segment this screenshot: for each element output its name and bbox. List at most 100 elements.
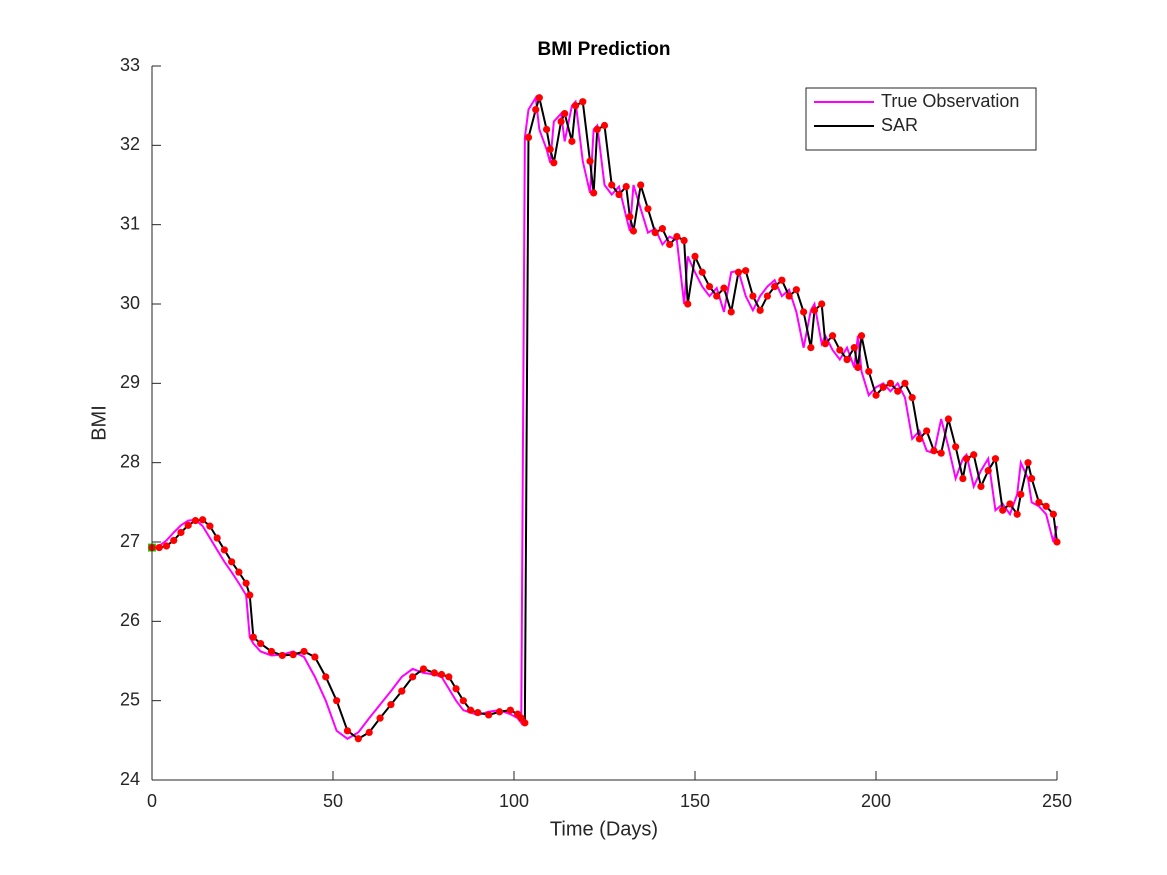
- data-point: [959, 474, 967, 483]
- data-point: [376, 714, 384, 722]
- y-tick-label: 24: [120, 769, 140, 789]
- x-tick-label: 100: [499, 791, 529, 811]
- data-point: [615, 190, 623, 199]
- data-point: [886, 379, 895, 387]
- data-point: [438, 670, 446, 679]
- data-point: [474, 708, 482, 717]
- data-point: [901, 379, 909, 387]
- data-point: [698, 268, 706, 276]
- series-line: [152, 93, 1058, 740]
- data-point: [857, 332, 866, 340]
- y-tick-label: 27: [120, 531, 140, 551]
- data-point: [177, 528, 185, 537]
- data-point: [1028, 474, 1036, 483]
- data-point: [445, 673, 453, 681]
- data-point: [354, 735, 362, 743]
- data-point: [970, 451, 978, 459]
- data-point: [944, 415, 953, 423]
- x-tick-label: 250: [1042, 791, 1072, 811]
- data-point: [705, 282, 714, 291]
- data-point: [289, 651, 297, 659]
- data-point: [322, 673, 330, 681]
- data-point: [387, 701, 395, 709]
- data-point: [466, 706, 475, 714]
- y-tick-label: 29: [120, 372, 140, 392]
- data-point: [1006, 500, 1014, 508]
- data-point: [550, 159, 558, 167]
- data-point: [626, 213, 634, 221]
- data-point: [170, 536, 178, 545]
- data-point: [343, 727, 352, 735]
- data-point: [608, 181, 616, 189]
- data-point: [206, 522, 214, 530]
- data-point: [908, 394, 916, 402]
- data-point: [684, 300, 692, 308]
- data-point: [228, 558, 236, 566]
- data-point: [430, 669, 438, 677]
- y-tick-label: 28: [120, 451, 140, 471]
- data-point: [300, 647, 308, 656]
- data-point: [199, 516, 207, 524]
- data-point: [524, 133, 533, 141]
- data-point: [184, 521, 192, 529]
- data-point: [155, 543, 163, 552]
- data-point: [807, 344, 815, 352]
- data-point: [459, 697, 467, 705]
- data-point: [937, 449, 945, 457]
- data-point: [923, 427, 931, 435]
- data-point: [991, 455, 1000, 463]
- data-point: [756, 306, 764, 314]
- data-point: [162, 542, 171, 550]
- data-point: [452, 685, 460, 693]
- data-point: [235, 568, 243, 576]
- data-point: [278, 651, 286, 660]
- data-point: [879, 383, 887, 391]
- data-point: [734, 268, 743, 276]
- data-point: [673, 232, 681, 241]
- data-point: [521, 719, 529, 727]
- x-tick-label: 50: [323, 791, 343, 811]
- data-point: [561, 110, 569, 118]
- data-point: [542, 125, 551, 134]
- data-point: [419, 665, 428, 673]
- x-tick-label: 200: [861, 791, 891, 811]
- y-tick-label: 32: [120, 134, 140, 154]
- data-point: [651, 229, 659, 237]
- data-point: [720, 284, 728, 292]
- data-point: [977, 482, 985, 491]
- data-point: [398, 687, 406, 695]
- data-point: [257, 639, 265, 648]
- data-point: [666, 240, 674, 249]
- data-point: [828, 332, 837, 340]
- y-tick-label: 30: [120, 293, 140, 313]
- data-point: [267, 647, 276, 656]
- y-axis-label: BMI: [88, 405, 110, 441]
- data-point: [930, 447, 938, 455]
- data-point: [999, 506, 1007, 514]
- data-point: [1042, 502, 1050, 510]
- data-point: [894, 387, 902, 395]
- data-point: [742, 267, 750, 275]
- data-point: [785, 292, 793, 300]
- data-point: [1024, 459, 1032, 467]
- data-point: [691, 252, 699, 260]
- data-point: [365, 728, 373, 737]
- y-tick-label: 25: [120, 689, 140, 709]
- legend-label: True Observation: [881, 91, 1019, 111]
- data-point: [593, 125, 601, 134]
- x-tick-label: 0: [147, 791, 157, 811]
- data-point: [1017, 490, 1025, 498]
- data-point: [535, 94, 543, 102]
- data-point: [506, 706, 514, 714]
- data-point: [1049, 510, 1057, 518]
- data-point: [810, 306, 819, 314]
- data-point: [191, 516, 200, 525]
- y-tick-label: 26: [120, 610, 140, 630]
- data-point: [495, 708, 504, 716]
- data-point: [962, 455, 971, 463]
- data-point: [771, 282, 779, 291]
- chart-title: BMI Prediction: [537, 39, 670, 60]
- y-tick-label: 33: [120, 55, 140, 75]
- data-point: [557, 117, 565, 126]
- data-point: [590, 189, 598, 197]
